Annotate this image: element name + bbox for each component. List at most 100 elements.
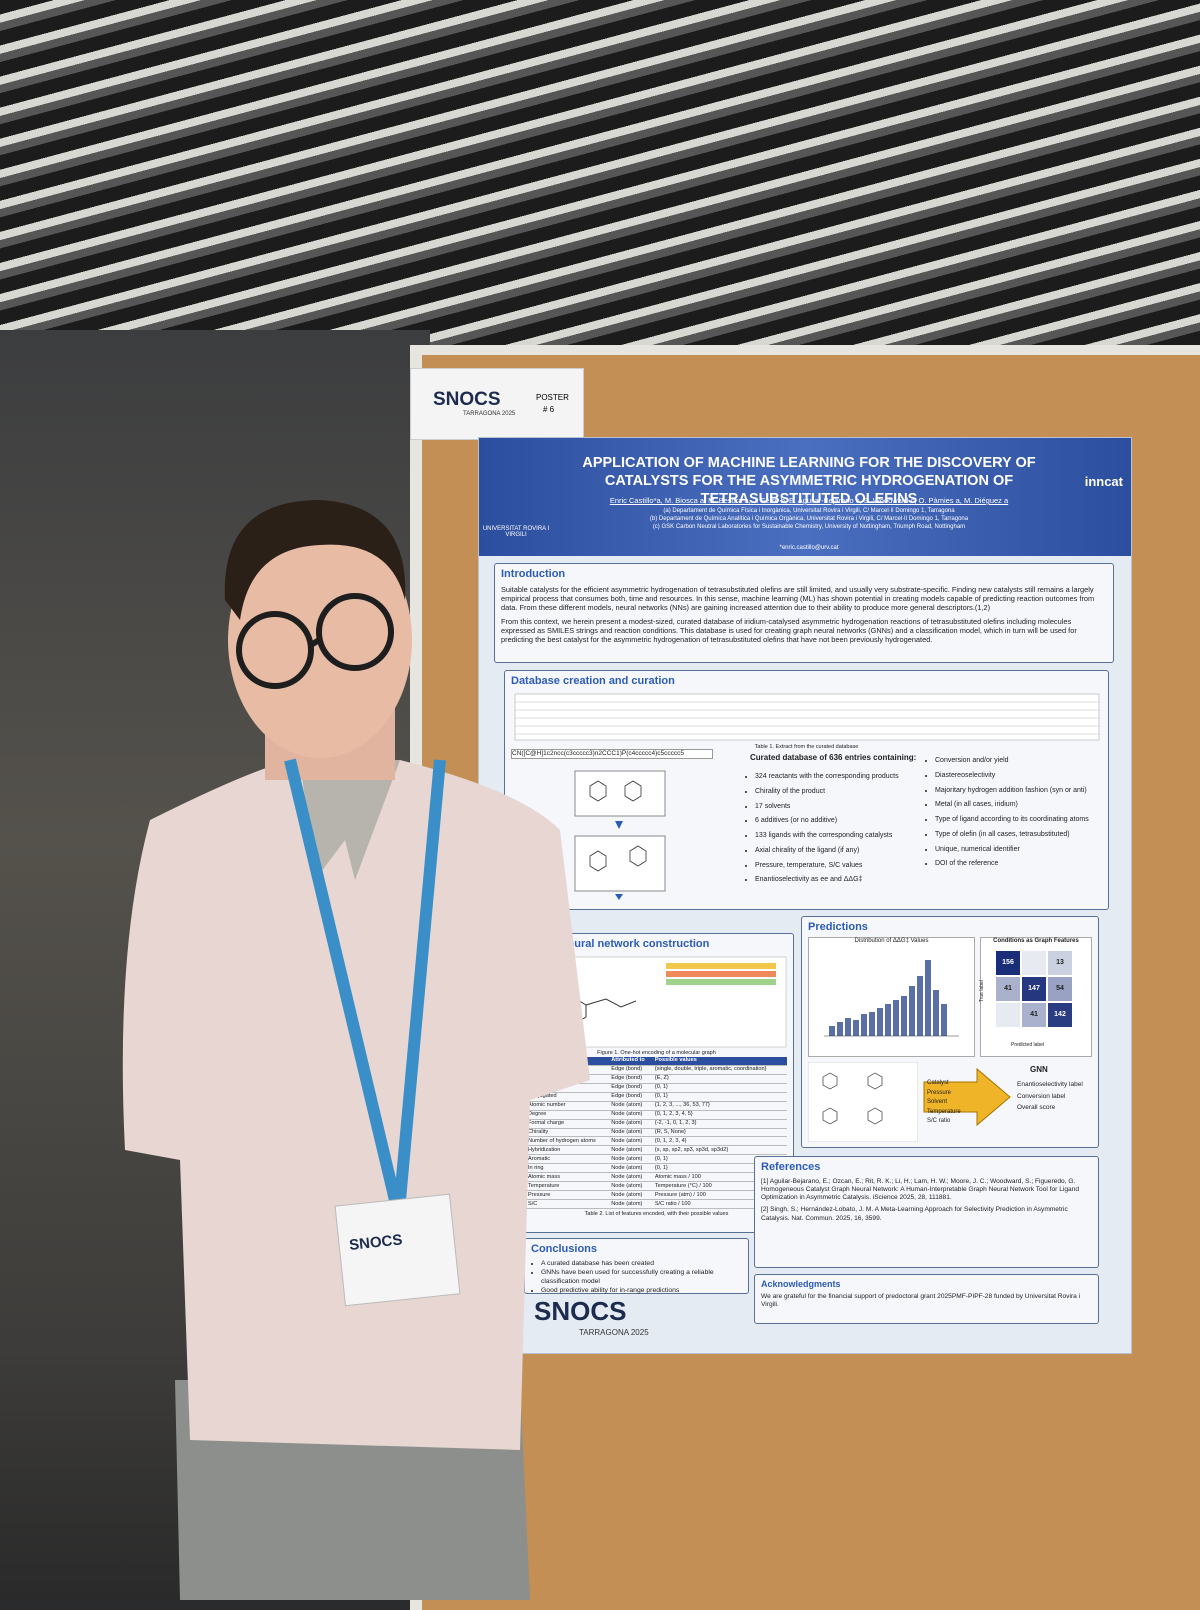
cell: Node (atom) <box>609 1154 653 1165</box>
histogram-figure <box>824 959 959 1036</box>
model-label: GNN <box>1030 1065 1048 1074</box>
cell: Pressure <box>526 1190 610 1201</box>
cell: Node (atom) <box>609 1101 653 1111</box>
cell: S/C ratio / 100 <box>652 1199 787 1210</box>
table-row: Geometry Edge (bond) {E, Z} <box>526 1074 787 1084</box>
cell: Edge (bond) <box>609 1083 653 1093</box>
list-item: A curated database has been created <box>541 1260 742 1268</box>
table-row: Bond type Edge (bond) {single, double, tri… <box>526 1065 787 1075</box>
table-row: Degree Node (atom) {0, 1, 2, 3, 4, 5} <box>526 1110 787 1120</box>
gnn-box: Graph neural network construction Figure… <box>519 933 794 1233</box>
table-caption: Table 1. Extract from the curated databa… <box>754 743 859 750</box>
matrix-title: Conditions as Graph Features <box>993 938 1079 944</box>
poster-header: UNIVERSITAT ROVIRA I VIRGILI inncat APPL… <box>479 438 1131 556</box>
cell: Number of hydrogen atoms <box>526 1136 610 1147</box>
heading: Acknowledgments <box>761 1279 841 1289</box>
inputs: Catalyst Pressure Solvent Temperature S/C ra… <box>927 1079 961 1127</box>
list-item: 133 ligands with the corresponding catal… <box>755 832 930 841</box>
x-label: Predicted label <box>1011 1042 1045 1048</box>
cell: Edge (bond) <box>609 1092 653 1102</box>
cell: Node (atom) <box>609 1190 653 1201</box>
sign-label: POSTER <box>536 393 569 402</box>
cell: Node (atom) <box>609 1199 653 1210</box>
cell: S/C <box>526 1199 610 1210</box>
cell: Atomic mass / 100 <box>652 1172 787 1183</box>
matrix-cell: 13 <box>1047 950 1073 976</box>
table-row: Chirality Node (atom) {R, S, None} <box>526 1128 787 1138</box>
table-row: Hybridization Node (atom) {s, sp, sp2, sp3… <box>526 1145 787 1156</box>
list-item: Metal (in all cases, iridium) <box>935 801 1110 810</box>
cell: Atomic mass <box>526 1172 610 1183</box>
cell: {0, 1, 2, 3, 4} <box>652 1136 787 1147</box>
poster: UNIVERSITAT ROVIRA I VIRGILI inncat APPL… <box>478 437 1132 1354</box>
list-left: 324 reactants with the corresponding pro… <box>745 767 930 891</box>
conclusions-box: Conclusions A curated database has been … <box>524 1238 749 1294</box>
column-header: Possible values <box>652 1056 787 1066</box>
list-right: Conversion and/or yield Diastereoselectiv… <box>925 751 1110 875</box>
list-item: Conversion and/or yield <box>935 757 1110 766</box>
cell: Geometry <box>526 1074 610 1084</box>
cell: {0, 1} <box>652 1154 787 1165</box>
table-row: Conjugated Edge (bond) {0, 1} <box>526 1092 787 1102</box>
column-header: Feature <box>526 1056 610 1066</box>
list-item: Good predictive ability for in-range pre… <box>541 1287 742 1295</box>
hist-title: Distribution of ΔΔG‡ Values <box>854 938 929 944</box>
footer-city: TARRAGONA 2025 <box>579 1328 649 1337</box>
workflow-arrow <box>923 1067 1011 1127</box>
list-heading: Curated database of 636 entries containi… <box>750 753 917 762</box>
heading: Conclusions <box>531 1243 598 1255</box>
cell: Atomic number <box>526 1101 610 1111</box>
table-row: Atomic number Node (atom) {1, 2, 3, ..., 3… <box>526 1101 787 1111</box>
cell: {0, 1} <box>652 1092 787 1102</box>
cell: Formal charge <box>526 1119 610 1129</box>
poster-sign: SNOCS TARRAGONA 2025 POSTER # 6 <box>410 368 584 440</box>
references-box: References [1] Aguilar-Bejarano, E.; Ozc… <box>754 1156 1099 1268</box>
reference: [2] Singh, S.; Hernández-Lobato, J. M. A… <box>761 1206 1068 1222</box>
cell: {-2, -1, 0, 1, 2, 3} <box>652 1119 787 1129</box>
input-label: Temperature <box>927 1108 961 1115</box>
list-item: Axial chirality of the ligand (if any) <box>755 847 930 856</box>
matrix-cell: 147 <box>1021 976 1047 1002</box>
list-item: 324 reactants with the corresponding pro… <box>755 773 930 782</box>
ceiling <box>0 0 1200 360</box>
list-item: Enantioselectivity as ee and ΔΔG‡ <box>755 876 930 885</box>
matrix-grid: 156 13 41 147 54 41 142 <box>995 950 1073 1028</box>
confusion-matrix: Conditions as Graph Features 156 13 41 147 5… <box>979 937 1092 1057</box>
cell: Node (atom) <box>609 1145 653 1156</box>
matrix-cell: 142 <box>1047 1002 1073 1028</box>
output-label: Overall score <box>1017 1104 1056 1112</box>
cell: Aromatic <box>526 1154 610 1165</box>
heading: Introduction <box>501 568 566 580</box>
table-extract <box>514 693 1100 740</box>
intro-text: Suitable catalysts for the efficient asy… <box>501 585 1107 645</box>
list-item: Type of olefin (in all cases, tetrasubst… <box>935 831 1110 840</box>
cell: {s, sp, sp2, sp3, sp3d, sp3d2} <box>652 1145 787 1156</box>
table-row: Atomic mass Node (atom) Atomic mass / 100 <box>526 1172 787 1183</box>
list-item: 17 solvents <box>755 803 930 812</box>
molecule-figure <box>574 770 666 900</box>
graph-figure <box>527 956 787 1047</box>
hallway <box>0 330 430 1600</box>
cell: Conjugated <box>526 1092 610 1102</box>
database-box: Database creation and curation Table 1. … <box>504 670 1109 910</box>
references: [1] Aguilar-Bejarano, E.; Ozcan, E.; Rit… <box>761 1178 1092 1223</box>
sign-number: # 6 <box>543 405 555 414</box>
cell: Node (atom) <box>609 1110 653 1120</box>
cell: Temperature <box>526 1181 610 1192</box>
cell: Node (atom) <box>609 1163 653 1174</box>
list-item: Majoritary hydrogen addition fashion (sy… <box>935 787 1110 796</box>
header-row: Feature Attributed to Possible values <box>526 1056 787 1066</box>
table-row: Number of hydrogen atoms Node (atom) {0, 1… <box>526 1136 787 1147</box>
features-table: Feature Attributed to Possible values Bond … <box>526 1056 787 1210</box>
predictions-box: Predictions Distribution of ΔΔG‡ Values … <box>801 916 1099 1148</box>
smiles: CN([C@H]1c2ncc(c3ccccc3)n2CCC1)P(c4ccccc… <box>511 749 713 760</box>
table-row: Formal charge Node (atom) {-2, -1, 0, 1, 2… <box>526 1119 787 1129</box>
cell: Edge (bond) <box>609 1074 653 1084</box>
cell: Node (atom) <box>609 1172 653 1183</box>
list-item: Chirality of the product <box>755 788 930 797</box>
heading: Database creation and curation <box>511 675 675 687</box>
cell: {single, double, triple, aromatic, coord… <box>652 1065 787 1075</box>
matrix-cell: 54 <box>1047 976 1073 1002</box>
matrix-cell: 156 <box>995 950 1021 976</box>
